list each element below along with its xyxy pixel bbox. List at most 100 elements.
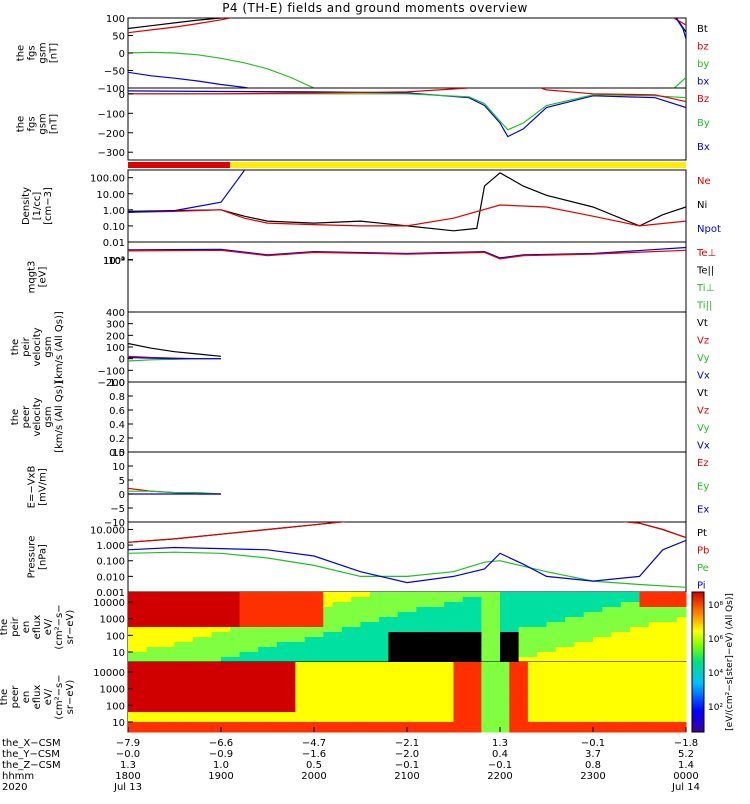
heatmap-cell: [332, 722, 343, 728]
heatmap-cell: [221, 687, 231, 693]
heatmap-cell: [407, 667, 417, 673]
heatmap-cell: [453, 697, 464, 703]
heatmap-cell: [490, 607, 501, 613]
heatmap-cell: [434, 662, 445, 668]
heatmap-cell: [462, 662, 473, 668]
heatmap-cell: [500, 647, 510, 653]
heatmap-cell: [462, 612, 473, 618]
heatmap-cell: [434, 637, 445, 643]
heatmap-cell: [295, 712, 306, 718]
heatmap-cell: [416, 607, 427, 613]
heatmap-cell: [630, 647, 640, 653]
heatmap-cell: [658, 602, 668, 608]
heatmap-cell: [630, 672, 640, 678]
heatmap-cell: [221, 707, 231, 713]
heatmap-cell: [611, 697, 622, 703]
series-line-Ne: [128, 204, 686, 227]
heatmap-cell: [221, 612, 231, 618]
heatmap-cell: [472, 597, 482, 603]
heatmap-cell: [183, 687, 194, 693]
heatmap-cell: [425, 712, 436, 718]
heatmap-cell: [565, 657, 575, 663]
heatmap-cell: [155, 617, 166, 623]
heatmap-cell: [602, 682, 613, 688]
heatmap-cell: [388, 682, 399, 688]
x-axis-value: 1900: [208, 771, 233, 782]
heatmap-cell: [239, 692, 250, 698]
heatmap-cell: [183, 727, 194, 733]
heatmap-cell: [211, 592, 222, 598]
heatmap-cell: [146, 662, 157, 668]
heatmap-cell: [258, 597, 268, 603]
heatmap-cell: [658, 727, 668, 733]
heatmap-cell: [490, 662, 501, 668]
heatmap-cell: [146, 647, 157, 653]
heatmap-cell: [620, 627, 631, 633]
heatmap-cell: [286, 687, 296, 693]
heatmap-cell: [630, 627, 640, 633]
heatmap-cell: [137, 682, 148, 688]
heatmap-cell: [425, 692, 436, 698]
y-tick-label: 0.01: [103, 238, 125, 249]
series-line-Npot: [128, 170, 245, 213]
series-group: [128, 170, 686, 232]
heatmap-cell: [276, 637, 287, 643]
heatmap-cell: [416, 592, 427, 598]
heatmap-cell: [397, 592, 408, 598]
x-axis-row-label: 2020: [2, 782, 27, 793]
heatmap-cell: [128, 717, 138, 723]
heatmap-cell: [314, 682, 324, 688]
heatmap-cell: [611, 617, 622, 623]
heatmap-cell: [397, 602, 408, 608]
heatmap-cell: [146, 722, 157, 728]
heatmap-cell: [500, 687, 510, 693]
heatmap-cell: [630, 717, 640, 723]
heatmap-cell: [490, 692, 501, 698]
heatmap-cell: [323, 652, 334, 658]
heatmap-cell: [388, 642, 399, 648]
colorbar-tick-label: 10⁸: [708, 601, 723, 611]
heatmap-cell: [165, 712, 175, 718]
heatmap-cell: [341, 602, 352, 608]
heatmap-cell: [490, 657, 501, 663]
heatmap-cell: [165, 667, 175, 673]
heatmap-cell: [481, 722, 492, 728]
heatmap-cell: [425, 607, 436, 613]
heatmap-cell: [648, 662, 659, 668]
heatmap-cell: [258, 627, 268, 633]
heatmap-cell: [444, 622, 454, 628]
heatmap-cell: [555, 647, 566, 653]
heatmap-cell: [128, 672, 138, 678]
y-tick-label: 10: [112, 718, 125, 729]
heatmap-cell: [295, 647, 306, 653]
heatmap-cell: [267, 662, 278, 668]
heatmap-cell: [211, 637, 222, 643]
heatmap-cell: [248, 667, 259, 673]
y-axis-label: E=−VxB: [27, 466, 38, 509]
heatmap-cell: [490, 697, 501, 703]
heatmap-cell: [676, 662, 687, 668]
heatmap-cell: [574, 702, 585, 708]
heatmap-cell: [388, 617, 399, 623]
heatmap-cell: [648, 682, 659, 688]
heatmap-cell: [379, 697, 389, 703]
heatmap-cell: [546, 592, 557, 598]
heatmap-cell: [276, 612, 287, 618]
heatmap-cell: [407, 727, 417, 733]
heatmap-cell: [323, 662, 334, 668]
heatmap-cell: [165, 602, 175, 608]
legend-entry: Ti⊥: [696, 283, 714, 294]
y-tick-label: 10⁻²: [103, 256, 125, 267]
heatmap-cell: [407, 622, 417, 628]
heatmap-cell: [248, 657, 259, 663]
heatmap-cell: [639, 647, 650, 653]
heatmap-cell: [593, 597, 603, 603]
heatmap-cell: [434, 652, 445, 658]
heatmap-cell: [360, 617, 371, 623]
heatmap-cell: [314, 607, 324, 613]
heatmap-cell: [341, 607, 352, 613]
heatmap-cell: [286, 692, 296, 698]
heatmap-cell: [323, 667, 334, 673]
heatmap-cell: [248, 602, 259, 608]
heatmap-cell: [546, 632, 557, 638]
